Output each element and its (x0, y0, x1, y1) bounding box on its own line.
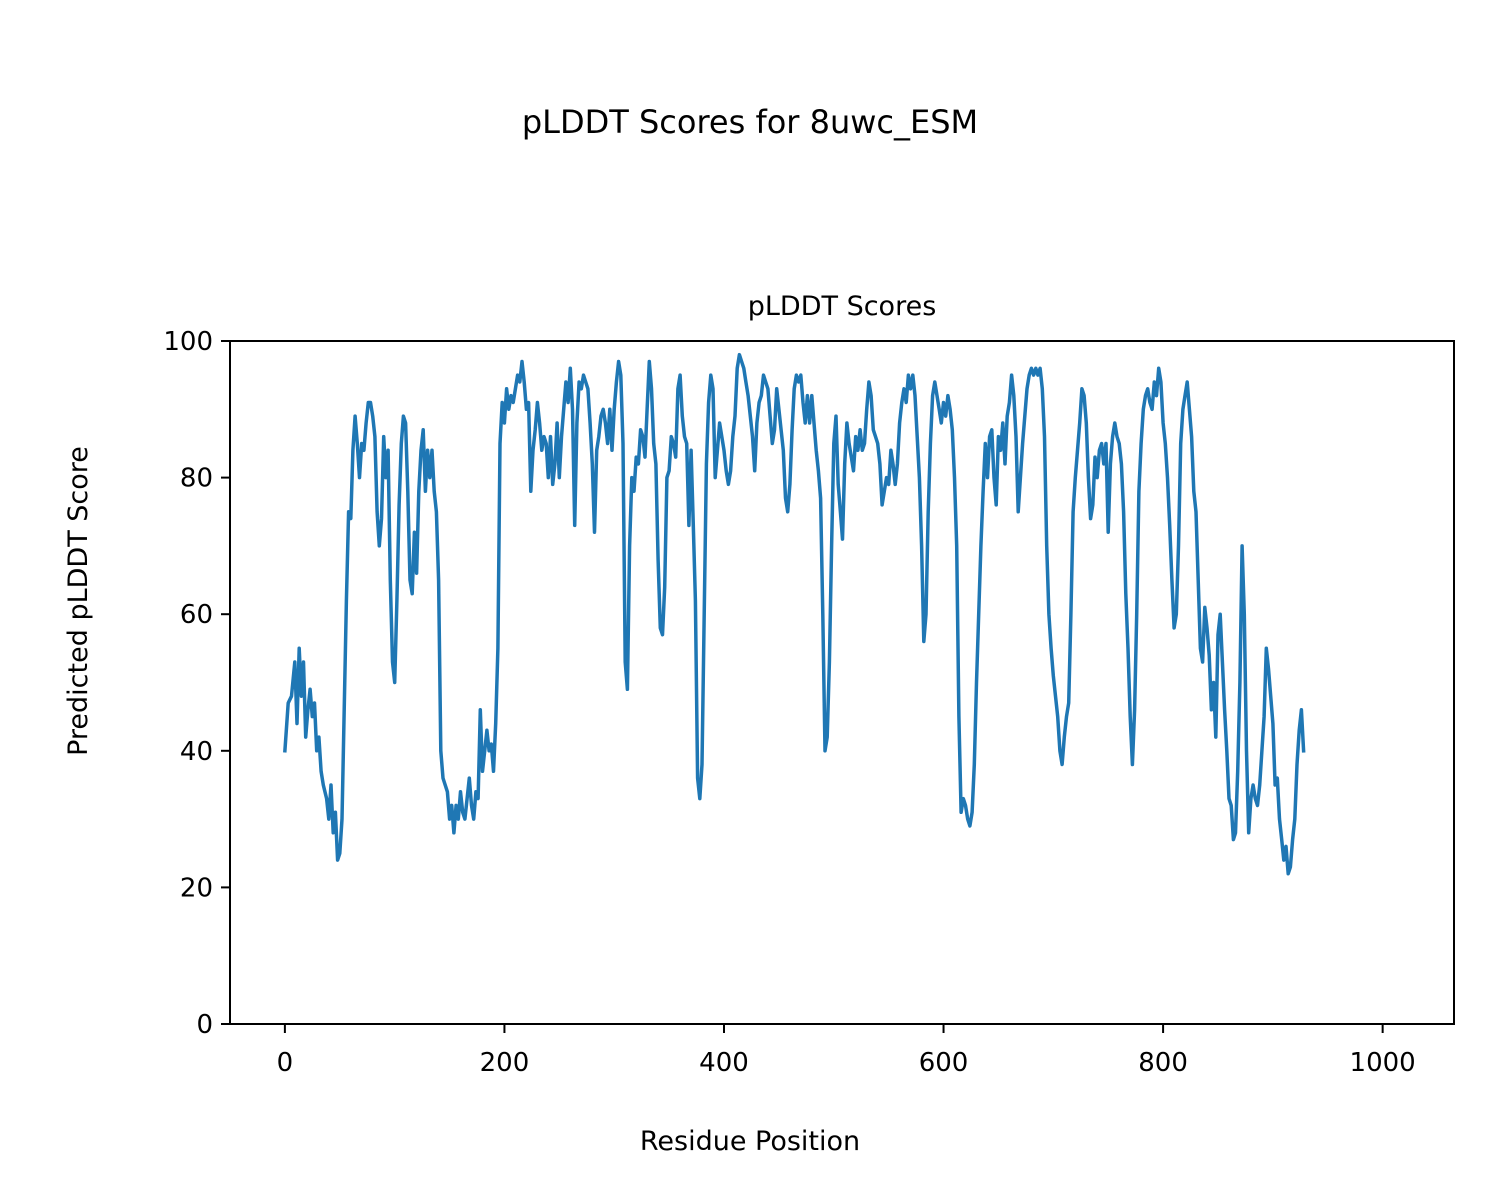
x-tick-label: 800 (1138, 1048, 1188, 1078)
x-tick-label: 600 (919, 1048, 969, 1078)
x-tick-label: 400 (699, 1048, 749, 1078)
y-tick-label: 60 (180, 600, 213, 630)
y-axis-ticks: 0 20 40 60 80 100 (163, 327, 230, 1040)
y-tick-label: 0 (196, 1010, 213, 1040)
y-axis-label: Predicted pLDDT Score (63, 446, 94, 756)
x-tick-label: 0 (277, 1048, 294, 1078)
x-tick-label: 200 (480, 1048, 530, 1078)
x-axis-label: Residue Position (640, 1126, 860, 1157)
y-tick-label: 80 (180, 464, 213, 494)
y-tick-label: 20 (180, 873, 213, 903)
x-axis-ticks: 0 200 400 600 800 1000 (277, 1024, 1416, 1078)
axes-title: pLDDT Scores (748, 291, 937, 322)
series-line-0 (283, 352, 1306, 876)
x-tick-label: 1000 (1350, 1048, 1416, 1078)
figure-suptitle: pLDDT Scores for 8uwc_ESM (522, 103, 978, 141)
y-tick-label: 100 (163, 327, 213, 357)
y-tick-label: 40 (180, 737, 213, 767)
plot-area (283, 352, 1306, 876)
axes-frame (229, 340, 1455, 1025)
